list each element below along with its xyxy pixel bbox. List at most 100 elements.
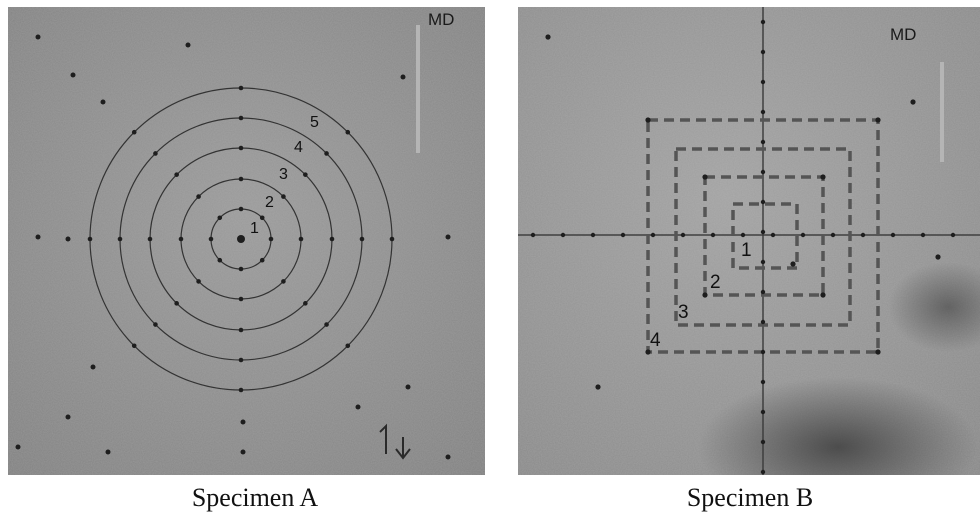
ring-label-2: 2: [265, 194, 274, 212]
marker-dot: [16, 445, 21, 450]
marker-dot: [239, 116, 244, 121]
marker-dot: [545, 34, 550, 39]
ring-label-4: 4: [294, 139, 303, 157]
marker-dot: [239, 177, 244, 182]
marker-dot: [239, 297, 244, 302]
marker-dot: [324, 322, 329, 327]
marker-dot: [241, 450, 246, 455]
marker-dot: [761, 80, 765, 84]
marker-dot: [801, 233, 805, 237]
marker-dot: [360, 237, 365, 242]
marker-dot: [345, 130, 350, 135]
marker-dot: [209, 237, 214, 242]
marker-dot: [132, 343, 137, 348]
marker-dot: [531, 233, 535, 237]
marker-dot: [761, 200, 765, 204]
marker-dot: [771, 233, 775, 237]
marker-dot: [174, 301, 179, 306]
marker-dot: [875, 349, 880, 354]
marker-dot: [66, 237, 71, 242]
square-label-3: 3: [678, 302, 689, 324]
marker-dot: [702, 292, 707, 297]
marker-dot: [921, 233, 925, 237]
marker-dot: [861, 233, 865, 237]
marker-dot: [196, 279, 201, 284]
marker-dot: [761, 50, 765, 54]
marker-dot: [761, 290, 765, 294]
marker-dot: [761, 380, 765, 384]
marker-dot: [239, 267, 244, 272]
marker-dot: [561, 233, 565, 237]
marker-dot: [645, 117, 650, 122]
marker-dot: [621, 233, 625, 237]
marker-dot: [761, 440, 765, 444]
marker-dot: [345, 343, 350, 348]
marker-dot: [761, 170, 765, 174]
marker-dot: [702, 174, 707, 179]
marker-dot: [651, 233, 655, 237]
marker-dot: [741, 233, 745, 237]
marker-dot: [406, 385, 411, 390]
marker-dot: [299, 237, 304, 242]
specimen-b-caption: Specimen B: [610, 483, 890, 513]
specimen-b-md-label: MD: [890, 25, 916, 45]
marker-dot: [330, 237, 335, 242]
marker-dot: [591, 233, 595, 237]
marker-dot: [260, 258, 265, 263]
marker-dot: [239, 207, 244, 212]
md-direction-bar: [940, 62, 944, 162]
marker-dot: [186, 43, 191, 48]
marker-dot: [148, 237, 153, 242]
marker-dot: [935, 254, 940, 259]
marker-dot: [891, 233, 895, 237]
square-label-2: 2: [710, 272, 721, 294]
marker-dot: [356, 405, 361, 410]
marker-dot: [101, 100, 106, 105]
marker-dot: [303, 301, 308, 306]
marker-dot: [681, 233, 685, 237]
marker-dot: [260, 215, 265, 220]
ring-label-1: 1: [250, 220, 259, 238]
square-label-1: 1: [741, 240, 752, 262]
marker-dot: [910, 99, 915, 104]
marker-dot: [196, 194, 201, 199]
marker-dot: [239, 388, 244, 393]
marker-dot: [106, 450, 111, 455]
marker-dot: [153, 322, 158, 327]
marker-dot: [790, 261, 795, 266]
marker-dot: [595, 384, 600, 389]
marker-dot: [446, 235, 451, 240]
marker-dot: [237, 235, 245, 243]
specimen-a-caption: Specimen A: [120, 483, 390, 513]
specimen-a-texture: [8, 7, 485, 475]
marker-dot: [761, 140, 765, 144]
marker-dot: [951, 233, 955, 237]
marker-dot: [239, 86, 244, 91]
marker-dot: [324, 151, 329, 156]
marker-dot: [132, 130, 137, 135]
marker-dot: [761, 260, 765, 264]
marker-dot: [303, 172, 308, 177]
marker-dot: [401, 75, 406, 80]
marker-dot: [820, 292, 825, 297]
marker-dot: [711, 233, 715, 237]
marker-dot: [761, 410, 765, 414]
marker-dot: [179, 237, 184, 242]
marker-dot: [875, 117, 880, 122]
marker-dot: [761, 230, 765, 234]
square-label-4: 4: [650, 330, 661, 352]
marker-dot: [239, 146, 244, 151]
marker-dot: [281, 279, 286, 284]
ring-label-3: 3: [279, 166, 288, 184]
specimen-a-image: [8, 7, 485, 475]
marker-dot: [761, 110, 765, 114]
marker-dot: [820, 174, 825, 179]
marker-dot: [761, 470, 765, 474]
ring-label-5: 5: [310, 114, 319, 132]
marker-dot: [36, 35, 41, 40]
marker-dot: [174, 172, 179, 177]
marker-dot: [281, 194, 286, 199]
marker-dot: [118, 237, 123, 242]
marker-dot: [446, 455, 451, 460]
marker-dot: [217, 215, 222, 220]
